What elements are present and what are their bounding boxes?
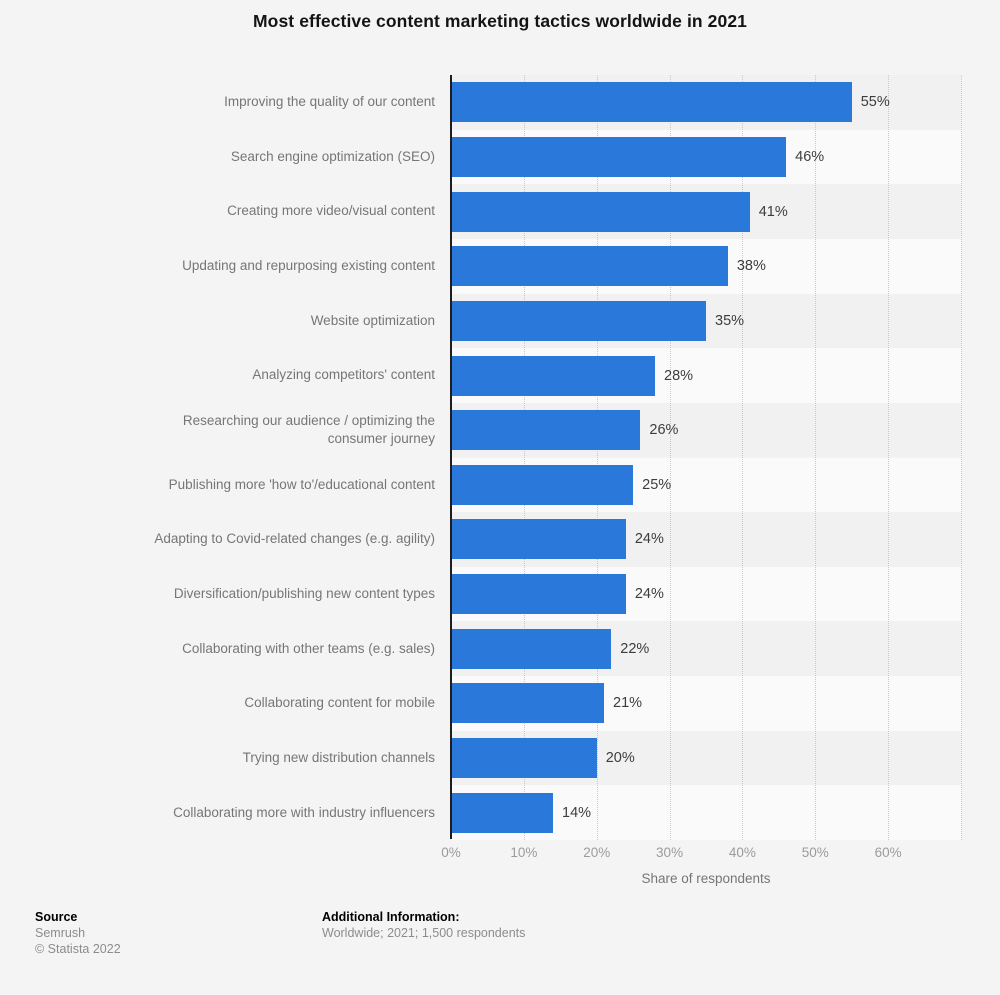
category-label: Improving the quality of our content bbox=[224, 94, 435, 110]
chart-row: Analyzing competitors' content 28% bbox=[0, 348, 1000, 403]
bar-chart: Improving the quality of our content 55% S… bbox=[0, 75, 1000, 840]
y-axis-line bbox=[450, 75, 452, 839]
category-label: Search engine optimization (SEO) bbox=[230, 148, 435, 164]
chart-row: Collaborating content for mobile 21% bbox=[0, 676, 1000, 731]
additional-info-label: Additional Information: bbox=[322, 910, 460, 924]
value-label: 35% bbox=[715, 312, 745, 329]
bar bbox=[451, 136, 787, 177]
value-label: 20% bbox=[605, 750, 635, 766]
plot-cell: 21% bbox=[451, 676, 961, 731]
plot-cell: 24% bbox=[451, 567, 961, 622]
bar bbox=[451, 464, 634, 505]
x-tick-label: 50% bbox=[801, 845, 829, 860]
chart-row: Trying new distribution channels 20% bbox=[0, 731, 1000, 786]
gridline bbox=[961, 75, 962, 840]
chart-rows: Improving the quality of our content 55% S… bbox=[0, 75, 1000, 840]
plot-cell: 14% bbox=[451, 785, 961, 840]
gridline bbox=[669, 75, 671, 840]
plot-cell: 28% bbox=[451, 348, 961, 403]
additional-info-text: Worldwide; 2021; 1,500 respondents bbox=[322, 926, 526, 940]
copyright-notice: © Statista 2022 bbox=[35, 942, 121, 956]
bar bbox=[451, 574, 626, 615]
category-label: Trying new distribution channels bbox=[242, 749, 435, 765]
gridline bbox=[888, 75, 890, 840]
category-label: Creating more video/visual content bbox=[227, 203, 435, 219]
plot-cell: 25% bbox=[451, 457, 961, 512]
value-label: 21% bbox=[613, 695, 643, 712]
bar bbox=[451, 355, 655, 396]
value-label: 26% bbox=[649, 422, 679, 439]
chart-row: Updating and repurposing existing conten… bbox=[0, 239, 1000, 294]
value-label: 41% bbox=[758, 203, 788, 220]
chart-row: Adapting to Covid-related changes (e.g. … bbox=[0, 512, 1000, 567]
gridline bbox=[815, 75, 817, 840]
category-label: Collaborating content for mobile bbox=[244, 695, 435, 711]
category-label: Adapting to Covid-related changes (e.g. … bbox=[154, 531, 435, 547]
chart-row: Diversification/publishing new content t… bbox=[0, 567, 1000, 622]
bar bbox=[451, 519, 626, 560]
chart-row: Creating more video/visual content 41% bbox=[0, 184, 1000, 239]
category-label: Publishing more 'how to'/educational con… bbox=[168, 476, 435, 492]
plot-cell: 46% bbox=[451, 130, 961, 185]
x-tick-label: 30% bbox=[656, 845, 684, 860]
source-name: Semrush bbox=[35, 926, 86, 940]
plot-cell: 26% bbox=[451, 403, 961, 458]
category-label: Collaborating more with industry influen… bbox=[173, 804, 435, 820]
chart-row: Collaborating more with industry influen… bbox=[0, 785, 1000, 840]
chart-row: Researching our audience / optimizing th… bbox=[0, 403, 1000, 458]
category-label: Website optimization bbox=[310, 312, 435, 328]
value-label: 24% bbox=[634, 531, 664, 548]
plot-cell: 35% bbox=[451, 294, 961, 349]
category-label: Analyzing competitors' content bbox=[252, 367, 435, 383]
plot-cell: 20% bbox=[451, 731, 961, 786]
value-label: 28% bbox=[664, 367, 694, 384]
category-label: Diversification/publishing new content t… bbox=[173, 585, 435, 601]
chart-row: Improving the quality of our content 55% bbox=[0, 75, 1000, 130]
chart-row: Website optimization 35% bbox=[0, 294, 1000, 349]
x-tick-label: 40% bbox=[728, 845, 756, 860]
category-label: Researching our audience / optimizing th… bbox=[182, 412, 435, 447]
value-label: 38% bbox=[736, 258, 766, 275]
source-block: Source Semrush © Statista 2022 bbox=[35, 909, 121, 957]
bar bbox=[451, 628, 612, 669]
bar bbox=[451, 683, 604, 724]
bar bbox=[451, 410, 641, 451]
chart-title: Most effective content marketing tactics… bbox=[253, 11, 747, 31]
bar bbox=[451, 191, 750, 232]
value-label: 24% bbox=[634, 586, 664, 603]
bar bbox=[451, 738, 597, 778]
bar bbox=[451, 82, 852, 123]
x-axis-title: Share of respondents bbox=[641, 871, 771, 886]
gridline bbox=[596, 75, 598, 840]
category-label: Updating and repurposing existing conten… bbox=[182, 258, 435, 274]
value-label: 14% bbox=[562, 804, 592, 821]
additional-info-block: Additional Information: Worldwide; 2021;… bbox=[322, 909, 525, 941]
x-tick-label: 10% bbox=[510, 845, 538, 860]
value-label: 46% bbox=[795, 148, 825, 165]
source-label[interactable]: Source bbox=[35, 910, 78, 924]
plot-cell: 38% bbox=[451, 239, 961, 294]
bar bbox=[451, 246, 728, 287]
category-label: Collaborating with other teams (e.g. sal… bbox=[182, 640, 435, 656]
chart-row: Collaborating with other teams (e.g. sal… bbox=[0, 621, 1000, 676]
gridline bbox=[523, 75, 525, 840]
x-tick-label: 20% bbox=[583, 845, 611, 860]
bar bbox=[451, 792, 553, 833]
plot-cell: 41% bbox=[451, 184, 961, 239]
x-tick-label: 60% bbox=[874, 845, 902, 860]
plot-cell: 22% bbox=[451, 621, 961, 676]
bar bbox=[451, 300, 706, 341]
chart-row: Publishing more 'how to'/educational con… bbox=[0, 457, 1000, 512]
value-label: 25% bbox=[642, 476, 672, 493]
plot-cell: 24% bbox=[451, 512, 961, 567]
gridline bbox=[742, 75, 744, 840]
plot-cell: 55% bbox=[451, 75, 961, 130]
chart-row: Search engine optimization (SEO) 46% bbox=[0, 130, 1000, 185]
x-axis-ticks: 0% 10% 20% 30% 40% 50% 60% bbox=[441, 845, 961, 862]
value-label: 55% bbox=[860, 94, 890, 111]
value-label: 22% bbox=[620, 640, 650, 657]
x-tick-label: 0% bbox=[441, 845, 461, 860]
